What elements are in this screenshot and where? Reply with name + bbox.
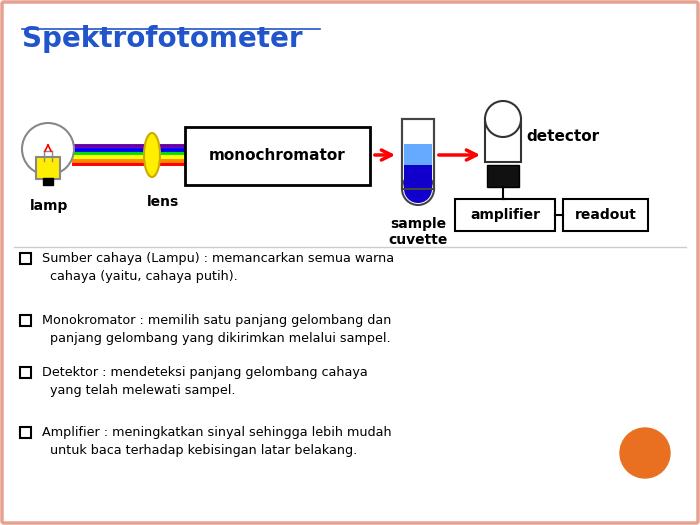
Text: amplifier: amplifier <box>470 208 540 222</box>
Text: sample
cuvette: sample cuvette <box>389 217 448 247</box>
Circle shape <box>22 123 74 175</box>
Text: Sumber cahaya (Lampu) : memancarkan semua warna
   cahaya (yaitu, cahaya putih).: Sumber cahaya (Lampu) : memancarkan semu… <box>38 252 394 283</box>
FancyBboxPatch shape <box>20 427 31 438</box>
FancyBboxPatch shape <box>20 367 31 378</box>
FancyBboxPatch shape <box>563 199 648 231</box>
Circle shape <box>404 175 432 203</box>
Ellipse shape <box>144 133 160 177</box>
Text: Spektrofotometer: Spektrofotometer <box>22 25 302 53</box>
Text: Detektor : mendeteksi panjang gelombang cahaya
   yang telah melewati sampel.: Detektor : mendeteksi panjang gelombang … <box>38 366 368 397</box>
FancyBboxPatch shape <box>36 157 60 179</box>
FancyBboxPatch shape <box>20 253 31 264</box>
FancyBboxPatch shape <box>485 119 521 162</box>
Text: detector: detector <box>526 129 599 144</box>
FancyBboxPatch shape <box>185 127 370 185</box>
Text: readout: readout <box>575 208 636 222</box>
Circle shape <box>620 428 670 478</box>
Text: lens: lens <box>147 195 179 209</box>
Text: Amplifier : meningkatkan sinyal sehingga lebih mudah
   untuk baca terhadap kebi: Amplifier : meningkatkan sinyal sehingga… <box>38 426 391 457</box>
Text: Monokromator : memilih satu panjang gelombang dan
   panjang gelombang yang diki: Monokromator : memilih satu panjang gelo… <box>38 314 391 345</box>
FancyBboxPatch shape <box>43 178 53 185</box>
FancyBboxPatch shape <box>402 119 434 189</box>
Text: monochromator: monochromator <box>209 149 346 163</box>
FancyBboxPatch shape <box>20 315 31 326</box>
FancyBboxPatch shape <box>455 199 555 231</box>
Circle shape <box>402 173 434 205</box>
FancyBboxPatch shape <box>487 165 519 187</box>
FancyBboxPatch shape <box>404 144 432 165</box>
FancyBboxPatch shape <box>404 165 432 189</box>
Text: lamp: lamp <box>30 199 69 213</box>
Circle shape <box>485 101 521 137</box>
